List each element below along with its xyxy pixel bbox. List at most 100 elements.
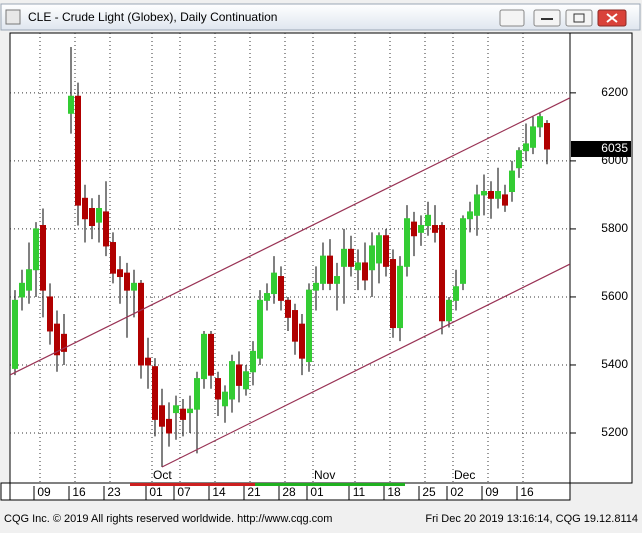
close-icon bbox=[606, 13, 618, 23]
candle-body bbox=[180, 408, 186, 420]
candle-body bbox=[264, 293, 270, 301]
y-tick-label: 5600 bbox=[601, 289, 628, 303]
candle-body bbox=[411, 221, 417, 237]
candle-body bbox=[544, 122, 550, 150]
month-label: Dec bbox=[454, 468, 475, 482]
candle-body bbox=[124, 272, 130, 291]
candle-body bbox=[173, 405, 179, 414]
candle-body bbox=[467, 211, 473, 220]
candle-body bbox=[285, 299, 291, 318]
x-tick-label: 07 bbox=[177, 485, 191, 499]
window-icon[interactable] bbox=[5, 9, 21, 25]
candle-body bbox=[250, 350, 256, 373]
candle-body bbox=[75, 95, 81, 206]
candle-body bbox=[82, 197, 88, 220]
x-tick-label: 16 bbox=[520, 485, 534, 499]
trend-line bbox=[10, 97, 570, 376]
candle-body bbox=[404, 218, 410, 267]
candle-body bbox=[40, 225, 46, 291]
candle-body bbox=[68, 95, 74, 114]
session-bar-red bbox=[130, 483, 255, 486]
candle-body bbox=[166, 418, 172, 434]
candle-body bbox=[19, 282, 25, 298]
candle-body bbox=[418, 225, 424, 233]
y-tick-label: 5400 bbox=[601, 357, 628, 371]
candle-body bbox=[159, 405, 165, 427]
footer-bar bbox=[0, 508, 642, 528]
y-tick-label: 5800 bbox=[601, 221, 628, 235]
candle-body bbox=[446, 299, 452, 322]
candle-body bbox=[390, 259, 396, 329]
candle-body bbox=[61, 333, 67, 352]
restore-icon bbox=[573, 13, 585, 23]
candle-body bbox=[306, 289, 312, 363]
y-tick-label: 5200 bbox=[601, 425, 628, 439]
candle-body bbox=[376, 235, 382, 264]
candle-body bbox=[481, 191, 487, 196]
candle-body bbox=[488, 191, 494, 199]
candle-body bbox=[460, 218, 466, 284]
candle-body bbox=[362, 262, 368, 281]
candle-body bbox=[474, 194, 480, 216]
candle-body bbox=[54, 323, 60, 356]
candle-body bbox=[530, 126, 536, 148]
candle-body bbox=[495, 191, 501, 199]
candle-body bbox=[131, 282, 137, 291]
candle-body bbox=[383, 235, 389, 267]
x-tick-label: 18 bbox=[387, 485, 401, 499]
timestamp: Fri Dec 20 2019 13:16:14, CQG 19.12.8114 bbox=[425, 513, 638, 525]
candle-body bbox=[369, 245, 375, 271]
x-tick-label: 14 bbox=[212, 485, 226, 499]
candle-body bbox=[271, 272, 277, 295]
session-bar-green bbox=[255, 483, 405, 486]
x-tick-label: 28 bbox=[282, 485, 296, 499]
last-price-box bbox=[571, 140, 631, 157]
candle-body bbox=[12, 299, 18, 369]
plot-area bbox=[9, 32, 571, 484]
candle-body bbox=[453, 286, 459, 301]
candle-body bbox=[425, 214, 431, 227]
candle-body bbox=[208, 333, 214, 376]
restore-button[interactable] bbox=[565, 9, 593, 27]
candle-body bbox=[152, 366, 158, 420]
last-price-label: 6035 bbox=[601, 141, 628, 155]
candle-body bbox=[110, 242, 116, 274]
pin-button[interactable] bbox=[499, 9, 525, 27]
candle-body bbox=[537, 116, 543, 128]
candle-body bbox=[103, 211, 109, 247]
axis-corner bbox=[0, 482, 11, 501]
y-tick-label: 6200 bbox=[601, 85, 628, 99]
candle-body bbox=[502, 194, 508, 206]
candle-body bbox=[516, 150, 522, 169]
candle-body bbox=[222, 391, 228, 407]
x-tick-label: 23 bbox=[107, 485, 121, 499]
trend-line bbox=[161, 263, 570, 468]
candle-body bbox=[236, 364, 242, 386]
x-tick-label: 01 bbox=[149, 485, 163, 499]
candle-body bbox=[26, 269, 32, 291]
candle-body bbox=[89, 208, 95, 227]
window-title: CLE - Crude Light (Globex), Daily Contin… bbox=[28, 10, 277, 24]
candle-body bbox=[299, 323, 305, 359]
candle-body bbox=[313, 282, 319, 291]
candle-body bbox=[397, 265, 403, 329]
candle-body bbox=[187, 408, 193, 414]
month-label: Nov bbox=[314, 468, 335, 482]
candle-body bbox=[229, 361, 235, 400]
candle-body bbox=[327, 255, 333, 284]
x-tick-label: 01 bbox=[310, 485, 324, 499]
x-tick-label: 25 bbox=[422, 485, 436, 499]
candle-body bbox=[201, 333, 207, 380]
candle-body bbox=[292, 310, 298, 342]
candle-body bbox=[257, 299, 263, 359]
candle-body bbox=[194, 378, 200, 410]
x-tick-label: 21 bbox=[247, 485, 261, 499]
y-axis-panel bbox=[569, 32, 633, 484]
candle-body bbox=[432, 225, 438, 233]
candle-body bbox=[523, 143, 529, 152]
month-label: Oct bbox=[153, 468, 172, 482]
x-tick-label: 11 bbox=[353, 485, 366, 499]
copyright: CQG Inc. © 2019 All rights reserved worl… bbox=[4, 513, 332, 525]
